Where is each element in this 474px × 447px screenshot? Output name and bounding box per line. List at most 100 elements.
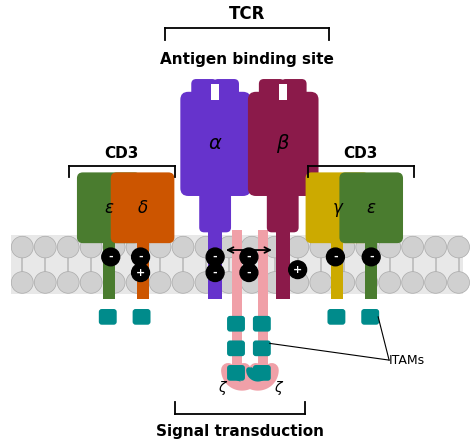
Circle shape [172,236,194,258]
Circle shape [132,264,149,282]
Circle shape [102,248,120,266]
Circle shape [57,236,79,258]
Text: Antigen binding site: Antigen binding site [160,52,334,67]
Bar [258,230,268,299]
FancyBboxPatch shape [213,79,239,109]
FancyBboxPatch shape [253,341,271,356]
Text: β: β [276,135,289,153]
FancyBboxPatch shape [227,365,245,381]
Bar [365,230,377,299]
Circle shape [126,272,148,293]
Circle shape [287,236,309,258]
Circle shape [103,236,125,258]
Circle shape [310,236,332,258]
Circle shape [172,272,194,293]
Bar [232,230,242,299]
Circle shape [132,248,149,266]
Circle shape [356,272,378,293]
Circle shape [333,236,355,258]
Text: ε: ε [367,199,376,217]
Text: δ: δ [137,199,147,217]
Bar [137,230,148,299]
Circle shape [289,261,307,278]
Text: ITAMs: ITAMs [389,354,425,367]
Circle shape [264,236,286,258]
Text: ζ: ζ [219,381,226,395]
FancyBboxPatch shape [77,173,141,243]
Circle shape [425,272,447,293]
Circle shape [402,272,424,293]
Text: TCR: TCR [229,5,265,23]
Text: -: - [109,252,113,262]
Text: γ: γ [332,199,342,217]
Text: CD3: CD3 [104,146,139,160]
Circle shape [195,272,217,293]
Text: -: - [246,252,251,262]
FancyBboxPatch shape [99,309,117,325]
Circle shape [379,236,401,258]
Circle shape [356,236,378,258]
Circle shape [362,248,380,266]
Circle shape [241,236,263,258]
Text: -: - [333,252,338,262]
FancyBboxPatch shape [253,365,271,381]
Circle shape [126,236,148,258]
Circle shape [195,236,217,258]
Circle shape [310,272,332,293]
FancyBboxPatch shape [227,316,245,332]
FancyBboxPatch shape [111,173,174,243]
Bar [211,84,219,100]
Circle shape [80,272,102,293]
Bar [232,289,242,370]
Circle shape [206,248,224,266]
Text: Signal transduction: Signal transduction [156,424,324,439]
Bar [208,230,222,299]
Bar [331,230,343,299]
Text: -: - [213,268,218,278]
Circle shape [447,272,470,293]
FancyBboxPatch shape [306,173,369,243]
Circle shape [425,236,447,258]
Bar [279,84,287,100]
Circle shape [327,248,345,266]
Circle shape [218,272,240,293]
Circle shape [149,272,171,293]
Text: +: + [136,268,145,278]
FancyBboxPatch shape [133,309,151,325]
Circle shape [218,236,240,258]
FancyBboxPatch shape [328,309,346,325]
FancyBboxPatch shape [191,79,217,109]
Text: CD3: CD3 [343,146,377,160]
Circle shape [402,236,424,258]
Circle shape [11,272,33,293]
FancyBboxPatch shape [248,92,319,196]
Circle shape [103,272,125,293]
Circle shape [57,272,79,293]
FancyBboxPatch shape [227,341,245,356]
Text: ε: ε [104,199,113,217]
Circle shape [379,272,401,293]
Circle shape [11,236,33,258]
FancyBboxPatch shape [199,178,231,232]
Circle shape [80,236,102,258]
Circle shape [206,264,224,282]
Circle shape [264,272,286,293]
Text: -: - [369,252,374,262]
FancyBboxPatch shape [339,173,403,243]
FancyBboxPatch shape [361,309,379,325]
Circle shape [240,264,258,282]
FancyBboxPatch shape [180,92,251,196]
Bar [103,230,115,299]
Circle shape [240,248,258,266]
Circle shape [333,272,355,293]
Text: α: α [209,135,221,153]
Bar [258,289,268,370]
Circle shape [287,272,309,293]
FancyBboxPatch shape [253,316,271,332]
Circle shape [34,236,56,258]
Circle shape [447,236,470,258]
FancyBboxPatch shape [281,79,307,109]
FancyBboxPatch shape [259,79,285,109]
Text: -: - [213,252,218,262]
Circle shape [241,272,263,293]
